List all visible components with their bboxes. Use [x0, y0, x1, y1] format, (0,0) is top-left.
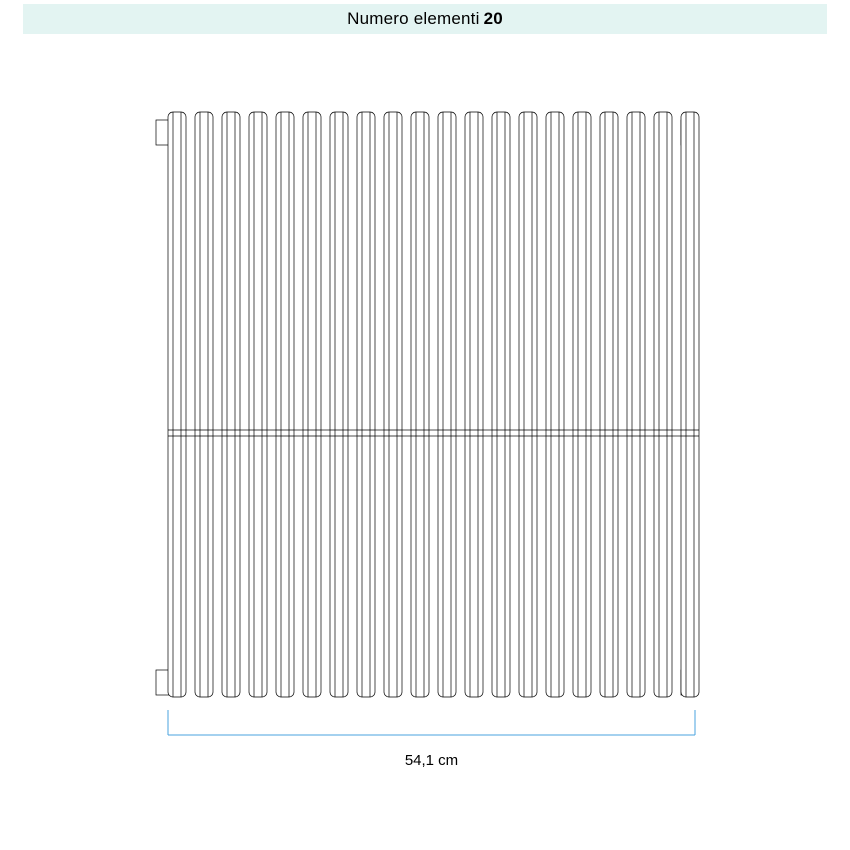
radiator-diagram	[0, 0, 850, 850]
width-dimension-label: 54,1 cm	[405, 752, 458, 769]
